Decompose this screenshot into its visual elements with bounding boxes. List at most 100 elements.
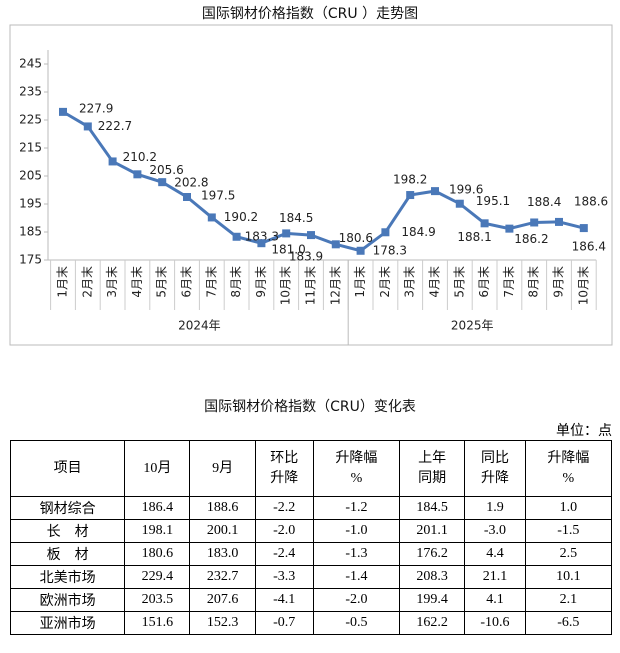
marker <box>207 213 216 222</box>
x-tick-label: 1月末 <box>353 266 367 298</box>
data-label: 184.9 <box>401 225 435 239</box>
data-label: 210.2 <box>123 150 157 164</box>
data-label: 188.1 <box>457 230 491 244</box>
x-tick-label: 1月末 <box>56 266 70 298</box>
x-tick-label: 8月末 <box>229 266 243 298</box>
x-tick-label: 8月末 <box>527 266 541 298</box>
marker <box>356 246 365 255</box>
x-tick-label: 3月末 <box>403 266 417 298</box>
header-text: 10月 <box>143 460 172 476</box>
cell: -4.1 <box>254 588 314 612</box>
header-text: % <box>350 470 363 486</box>
header-text: 环比 <box>270 450 299 466</box>
marker <box>282 229 291 238</box>
data-label: 188.4 <box>527 195 561 209</box>
header-text: 同期 <box>418 470 447 486</box>
marker <box>381 228 390 237</box>
header-cell: 9月 <box>189 440 256 497</box>
data-label: 227.9 <box>79 101 113 115</box>
x-tick-label: 12月末 <box>328 266 342 305</box>
x-tick-label: 6月末 <box>477 266 491 298</box>
x-tick-label: 6月末 <box>180 266 194 298</box>
cell: 183.0 <box>189 542 256 566</box>
chart: 175 185 195 205 215 225 235 245 1月末 2月末 3月末 4月末 5月末 6… <box>9 24 613 346</box>
x-tick-label: 2月末 <box>80 266 94 298</box>
data-label: 188.6 <box>574 194 608 208</box>
marker <box>406 191 415 200</box>
group-label: 2024年 <box>178 319 221 333</box>
marker <box>83 122 92 131</box>
cell: 198.1 <box>124 519 191 543</box>
header-text: 同比 <box>480 450 509 466</box>
y-tick-label: 235 <box>19 85 42 99</box>
header-text: 升降 <box>270 470 299 486</box>
cell: -2.2 <box>254 496 314 520</box>
marker <box>555 217 563 226</box>
table: 项目 10月 9月 环比 升降 升降幅% 上年 同期 同比 升降 升降幅% 钢材综合 186.4 188.… <box>9 440 613 635</box>
chart-frame <box>9 24 613 346</box>
cell: 2.5 <box>524 542 613 566</box>
row: 长 材 198.1 200.1 -2.0 -1.0 201.1 -3.0 -1.5 <box>9 519 613 543</box>
cell: -1.3 <box>312 542 401 566</box>
y-tick-label: 205 <box>19 169 42 183</box>
x-tick-label: 3月末 <box>105 266 119 298</box>
x-tick-label: 7月末 <box>502 266 516 298</box>
cell: 4.4 <box>464 542 526 566</box>
x-tick-label: 10月末 <box>279 266 293 305</box>
y-tick-label: 245 <box>19 57 42 71</box>
row: 亚洲市场 151.6 152.3 -0.7 -0.5 162.2 -10.6 -6.5 <box>9 611 613 635</box>
marker <box>158 178 167 187</box>
header-cell: 上年 同期 <box>399 440 466 497</box>
cell: -10.6 <box>464 611 526 635</box>
cell: -6.5 <box>524 611 613 635</box>
y-tick-label: 215 <box>19 141 42 155</box>
cell: -1.5 <box>524 519 613 543</box>
data-label: 183.3 <box>245 229 279 243</box>
cell: -0.5 <box>312 611 401 635</box>
cell: 199.4 <box>399 588 466 612</box>
cell: 180.6 <box>124 542 191 566</box>
data-label: 180.6 <box>339 231 373 245</box>
marker <box>431 187 439 196</box>
header-text: 9月 <box>212 460 234 476</box>
marker <box>480 219 489 228</box>
marker <box>307 231 315 240</box>
chart-title: 国际钢材价格指数（CRU ）走势图 <box>201 6 419 22</box>
header-text: 升降 <box>480 470 509 486</box>
header-text: 升降幅 <box>335 450 378 466</box>
cell: -1.4 <box>312 565 401 589</box>
data-label: 222.7 <box>98 119 132 133</box>
x-tick-label: 11月末 <box>304 266 318 305</box>
marker <box>257 239 266 248</box>
x-tick-label: 2月末 <box>378 266 392 298</box>
y-tick-label: 195 <box>19 197 42 211</box>
marker <box>232 232 241 241</box>
data-label: 190.2 <box>224 210 258 224</box>
cell: -2.0 <box>312 588 401 612</box>
group-label: 2025年 <box>451 319 494 333</box>
cell: 欧洲市场 <box>9 588 126 612</box>
header-cell: 项目 <box>9 440 126 497</box>
cell: 176.2 <box>399 542 466 566</box>
x-tick-label: 10月末 <box>576 266 590 305</box>
data-label: 178.3 <box>373 243 407 257</box>
data-label: 202.8 <box>174 176 208 190</box>
cell: -2.4 <box>254 542 314 566</box>
cell: 钢材综合 <box>9 496 126 520</box>
x-tick-label: 5月末 <box>155 266 169 298</box>
data-label: 199.6 <box>449 183 483 197</box>
cell: 207.6 <box>189 588 256 612</box>
header-cell: 升降幅% <box>524 440 613 497</box>
line <box>62 110 585 253</box>
row: 北美市场 229.4 232.7 -3.3 -1.4 208.3 21.1 10.1 <box>9 565 613 589</box>
x-tick-label: 4月末 <box>428 266 442 298</box>
row: 欧洲市场 203.5 207.6 -4.1 -2.0 199.4 4.1 2.1 <box>9 588 613 612</box>
x-tick-label: 5月末 <box>452 266 466 298</box>
cell: 151.6 <box>124 611 191 635</box>
cell: 亚洲市场 <box>9 611 126 635</box>
header-cell: 同比 升降 <box>464 440 526 497</box>
cell: 1.9 <box>464 496 526 520</box>
cell: 北美市场 <box>9 565 126 589</box>
cell: 188.6 <box>189 496 256 520</box>
header-text: % <box>562 470 575 486</box>
